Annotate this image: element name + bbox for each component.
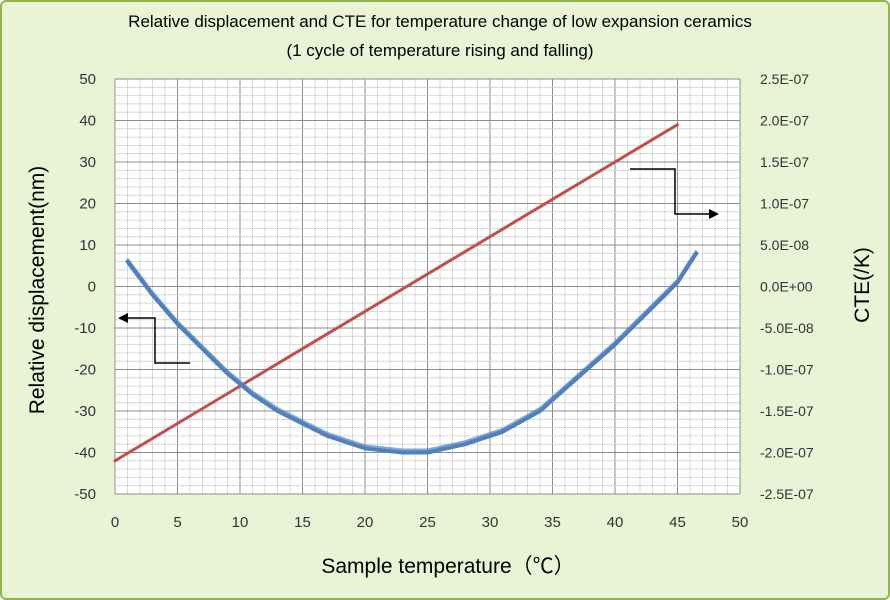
y-right-tick-label: -5.0E-08 — [760, 320, 814, 336]
y-left-tick-label: -50 — [74, 486, 96, 503]
x-tick-label: 0 — [111, 514, 119, 531]
y-left-tick-label: -30 — [74, 403, 96, 420]
y-left-tick-label: -20 — [74, 362, 96, 379]
chart-title: Relative displacement and CTE for temper… — [128, 12, 752, 31]
right-axis-indicator-arrow — [630, 168, 719, 219]
y-left-tick-label: 50 — [79, 71, 96, 88]
x-tick-label: 15 — [294, 514, 311, 531]
y-right-tick-label: 2.0E-07 — [760, 113, 809, 129]
x-tick-label: 20 — [357, 514, 374, 531]
x-tick-label: 45 — [669, 514, 686, 531]
y-right-tick-label: 1.5E-07 — [760, 154, 809, 170]
x-tick-label: 35 — [544, 514, 561, 531]
chart-subtitle: (1 cycle of temperature rising and falli… — [286, 41, 593, 60]
y-left-tick-label: 40 — [79, 113, 96, 130]
y-right-tick-label: -2.5E-07 — [760, 486, 814, 502]
x-tick-label: 5 — [173, 514, 181, 531]
y-axis-label-right: CTE(/K) — [851, 247, 874, 323]
displacement-series-line — [125, 251, 699, 455]
y-right-tick-label: 1.0E-07 — [760, 196, 809, 212]
y-right-tick-label: 2.5E-07 — [760, 71, 809, 87]
x-tick-label: 25 — [419, 514, 436, 531]
y-left-tick-label: 20 — [79, 196, 96, 213]
y-right-tick-label: -1.5E-07 — [760, 403, 814, 419]
x-tick-label: 40 — [607, 514, 624, 531]
displacement-series-line-return — [126, 249, 698, 451]
y-right-tick-label: 5.0E-08 — [760, 237, 809, 253]
x-tick-label: 50 — [732, 514, 749, 531]
left-axis-indicator-arrow — [118, 313, 190, 364]
x-axis-label: Sample temperature（℃） — [321, 555, 574, 578]
y-right-tick-label: 0.0E+00 — [760, 279, 813, 295]
x-tick-label: 10 — [232, 514, 249, 531]
cte-series-line — [113, 123, 679, 463]
y-right-tick-label: -1.0E-07 — [760, 362, 814, 378]
y-left-tick-label: -40 — [74, 445, 96, 462]
y-right-tick-label: -2.0E-07 — [760, 445, 814, 461]
x-tick-label: 30 — [482, 514, 499, 531]
series — [113, 123, 699, 463]
y-left-tick-label: -10 — [74, 320, 96, 337]
y-left-tick-label: 0 — [88, 279, 96, 296]
y-left-tick-label: 10 — [79, 237, 96, 254]
y-axis-label-left: Relative displacement(nm) — [26, 166, 49, 415]
tick-labels: 0 5 10 15 20 25 30 35 40 45 50 50 40 30 20 10 0 -10 -20 -30… — [74, 71, 814, 531]
y-left-tick-label: 30 — [79, 154, 96, 171]
